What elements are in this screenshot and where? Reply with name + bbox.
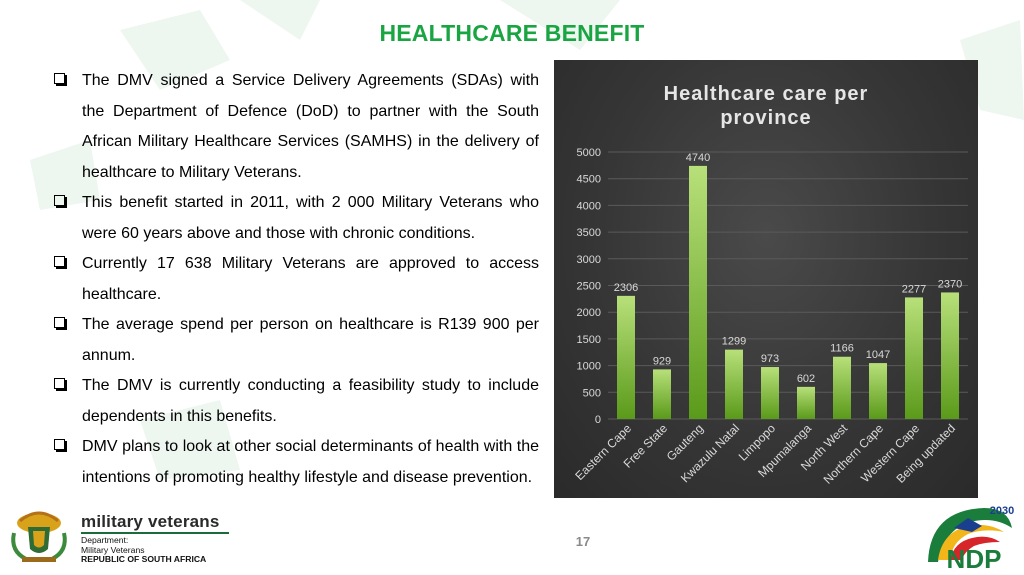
chart-panel: Healthcare care per province 2306 929 4740… [554,60,978,498]
bullet-list: The DMV signed a Service Delivery Agreem… [52,66,539,493]
checkbox-bullet-icon [54,317,65,328]
chart-title-line-1: Healthcare care per [664,83,869,105]
bar-free-state [653,369,671,419]
checkbox-bullet-icon [54,439,65,450]
checkbox-bullet-icon [54,73,65,84]
y-tick-label: 3000 [577,254,601,266]
bullet-text: Currently 17 638 Military Veterans are a… [82,255,539,303]
bullet-item: Currently 17 638 Military Veterans are a… [52,249,539,310]
bar-kwazulu-natal [725,349,743,419]
data-label: 1299 [722,336,746,348]
bar-limpopo [761,367,779,419]
data-label: 2277 [902,283,926,295]
bullet-text: The average spend per person on healthca… [82,316,539,364]
bullet-item: DMV plans to look at other social determ… [52,432,539,493]
y-tick-label: 4000 [577,200,601,212]
bullet-text: The DMV is currently conducting a feasib… [82,377,539,425]
data-label: 973 [761,353,779,365]
y-tick-label: 1000 [577,361,601,373]
y-tick-label: 500 [583,387,601,399]
bullet-text: DMV plans to look at other social determ… [82,438,539,486]
data-label: 929 [653,355,671,367]
data-label: 602 [797,373,815,385]
y-tick-label: 0 [595,414,601,426]
page-number: 17 [575,534,591,549]
data-label: 2306 [614,282,638,294]
y-tick-label: 5000 [577,147,601,159]
bullet-item: The DMV is currently conducting a feasib… [52,371,539,432]
data-label: 1047 [866,349,890,361]
bullet-item: The DMV signed a Service Delivery Agreem… [52,66,539,188]
bar-north-west [833,356,851,419]
bar-eastern-cape [617,295,635,419]
checkbox-bullet-icon [54,195,65,206]
bullet-item: The average spend per person on healthca… [52,310,539,371]
bar-gauteng [689,165,707,419]
ndp-text: NDP [947,544,1002,572]
checkbox-bullet-icon [54,256,65,267]
bar-chart: Healthcare care per province 2306 929 4740… [572,83,968,487]
y-tick-label: 4500 [577,174,601,186]
y-tick-label: 1500 [577,334,601,346]
data-label: 4740 [686,152,710,164]
republic-line: REPUBLIC OF SOUTH AFRICA [81,554,207,564]
y-tick-label: 2500 [577,281,601,293]
coat-of-arms-icon [11,511,67,562]
org-underline [81,532,229,534]
org-name: military veterans [81,512,220,531]
bar-being-updated [941,292,959,419]
dept-line-2: Military Veterans [81,544,145,555]
bar-western-cape [905,297,923,419]
checkbox-bullet-icon [54,378,65,389]
page-title: HEALTHCARE BENEFIT [379,20,645,46]
dept-line-1: Department: [81,535,129,545]
ndp-2030-logo: 2030 NDP [928,505,1014,572]
bullet-item: This benefit started in 2011, with 2 000… [52,188,539,249]
data-label: 2370 [938,278,962,290]
y-tick-label: 3500 [577,227,601,239]
x-category-label: Eastern Cape [572,421,634,483]
bar-mpumalanga [797,386,815,419]
chart-title-line-2: province [720,107,811,129]
data-label: 1166 [830,343,854,355]
bullet-text: This benefit started in 2011, with 2 000… [82,194,539,242]
y-tick-label: 2000 [577,307,601,319]
bullet-text: The DMV signed a Service Delivery Agreem… [82,72,539,181]
ndp-year: 2030 [990,505,1014,517]
bar-northern-cape [869,363,887,419]
department-block: Department: Military Veterans REPUBLIC O… [81,535,207,565]
